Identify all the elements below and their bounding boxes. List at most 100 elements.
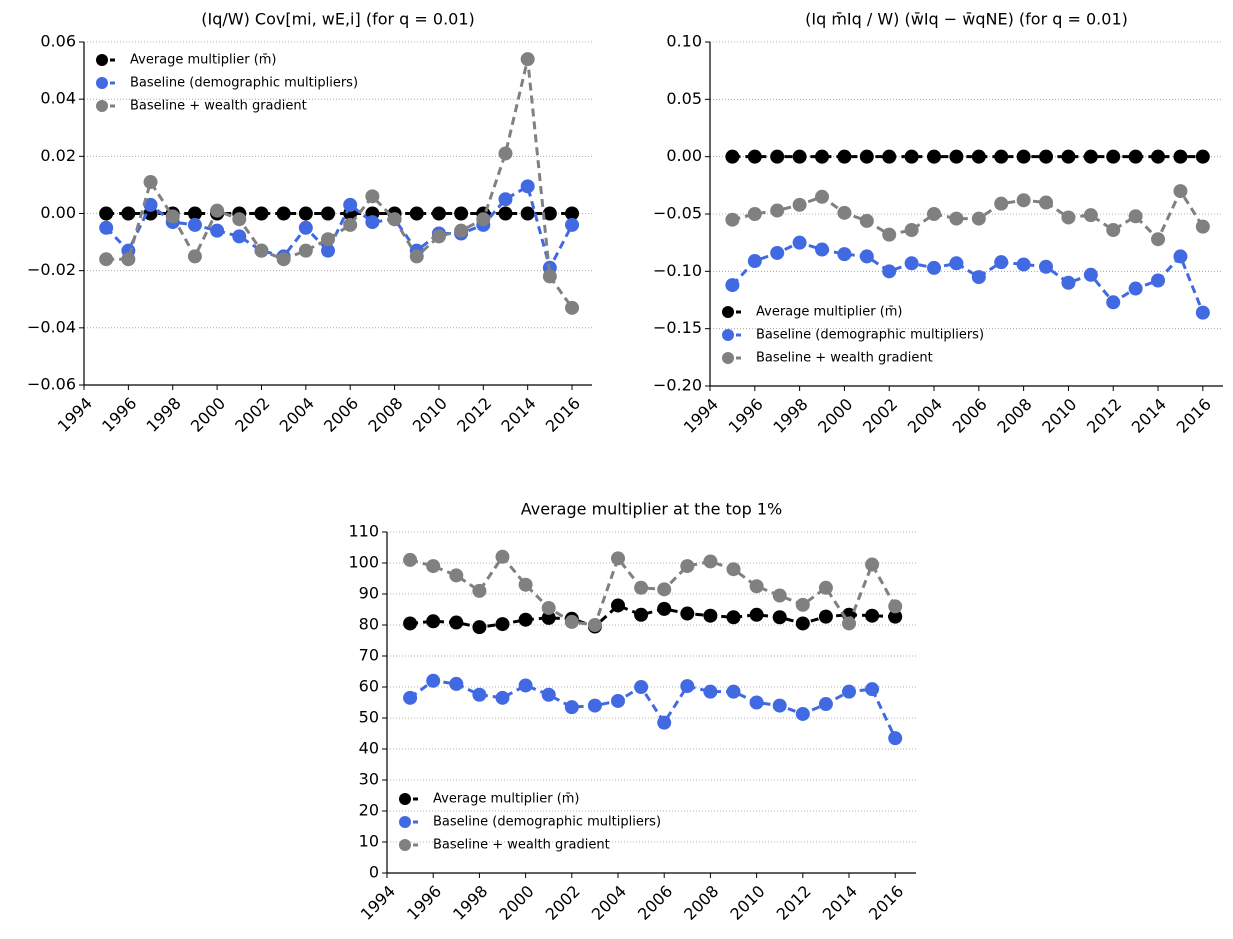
point xyxy=(165,209,180,224)
y-tick-label: 10 xyxy=(359,832,379,851)
point xyxy=(994,149,1009,164)
legend-label: Baseline + wealth gradient xyxy=(130,99,307,114)
point xyxy=(994,196,1009,211)
legend-label: Average multiplier (m̄) xyxy=(130,53,277,68)
point xyxy=(143,175,158,190)
subplot: (Iq m̄Iq / W) (w̄Iq − w̄qNE) (for q = 0.… xyxy=(653,10,1223,437)
x-tick-label: 1994 xyxy=(680,395,722,437)
x-tick-label: 2016 xyxy=(865,882,907,924)
point xyxy=(426,614,441,629)
point xyxy=(971,211,986,226)
legend-marker xyxy=(399,816,411,828)
y-tick-label: 0.05 xyxy=(666,89,702,108)
point xyxy=(1106,223,1121,238)
y-tick-label: 20 xyxy=(359,801,379,820)
y-tick-label: −0.05 xyxy=(653,204,702,223)
point xyxy=(187,249,202,264)
point xyxy=(454,206,469,221)
point xyxy=(927,260,942,275)
point xyxy=(121,206,136,221)
point xyxy=(1195,219,1210,234)
x-tick-label: 1994 xyxy=(357,882,399,924)
point xyxy=(454,223,469,238)
point xyxy=(888,609,903,624)
point xyxy=(747,254,762,269)
point xyxy=(703,608,718,623)
legend-marker xyxy=(399,839,411,851)
point xyxy=(815,189,830,204)
point xyxy=(541,600,556,615)
y-tick-label: 70 xyxy=(359,646,379,665)
point xyxy=(927,207,942,221)
point xyxy=(298,243,313,258)
point xyxy=(818,580,833,595)
point xyxy=(1151,232,1166,247)
point xyxy=(634,680,649,694)
point xyxy=(904,256,919,271)
point xyxy=(1083,208,1098,223)
point xyxy=(772,588,787,603)
point xyxy=(657,582,672,597)
point xyxy=(449,676,464,691)
series-line xyxy=(732,187,1205,242)
point xyxy=(842,616,857,631)
point xyxy=(611,693,626,708)
point xyxy=(143,197,158,212)
point xyxy=(1128,149,1143,164)
point xyxy=(542,206,557,221)
point xyxy=(495,617,510,632)
point xyxy=(859,249,874,264)
point xyxy=(1195,305,1210,320)
y-tick-label: −0.02 xyxy=(27,260,76,279)
y-tick-label: 60 xyxy=(359,677,379,696)
point xyxy=(795,597,810,612)
point xyxy=(795,706,810,721)
point xyxy=(904,149,919,164)
point xyxy=(449,615,464,630)
point xyxy=(565,217,580,232)
y-tick-label: 50 xyxy=(359,708,379,727)
point xyxy=(815,149,830,164)
point xyxy=(564,614,579,629)
point xyxy=(971,149,986,164)
point xyxy=(1128,209,1143,224)
point xyxy=(611,598,626,613)
point xyxy=(495,690,510,705)
point xyxy=(498,146,513,161)
x-tick-label: 2006 xyxy=(949,395,991,437)
point xyxy=(865,682,880,697)
point xyxy=(949,211,964,226)
x-tick-label: 2008 xyxy=(364,394,406,436)
x-tick-label: 2002 xyxy=(859,395,901,437)
point xyxy=(343,197,358,212)
y-tick-label: −0.06 xyxy=(27,375,76,394)
legend-label: Baseline (demographic multipliers) xyxy=(130,76,358,91)
point xyxy=(1039,195,1054,210)
legend-label: Average multiplier (m̄) xyxy=(756,305,903,320)
x-tick-label: 2006 xyxy=(320,394,362,436)
x-tick-label: 2004 xyxy=(588,882,630,924)
point xyxy=(1061,149,1076,164)
point xyxy=(1061,275,1076,290)
y-tick-label: 90 xyxy=(359,584,379,603)
point xyxy=(792,197,807,212)
point xyxy=(1083,267,1098,282)
point xyxy=(1173,249,1188,264)
legend-marker xyxy=(96,100,108,112)
point xyxy=(1016,257,1031,272)
point xyxy=(949,149,964,164)
point xyxy=(888,599,903,614)
point xyxy=(949,256,964,271)
y-tick-label: 110 xyxy=(348,522,379,541)
point xyxy=(749,579,764,594)
point xyxy=(818,697,833,712)
point xyxy=(254,206,269,221)
point xyxy=(749,607,764,622)
x-tick-label: 2002 xyxy=(231,394,273,436)
point xyxy=(815,242,830,257)
point xyxy=(387,212,402,227)
point xyxy=(882,149,897,164)
point xyxy=(409,249,424,264)
point xyxy=(365,189,380,204)
